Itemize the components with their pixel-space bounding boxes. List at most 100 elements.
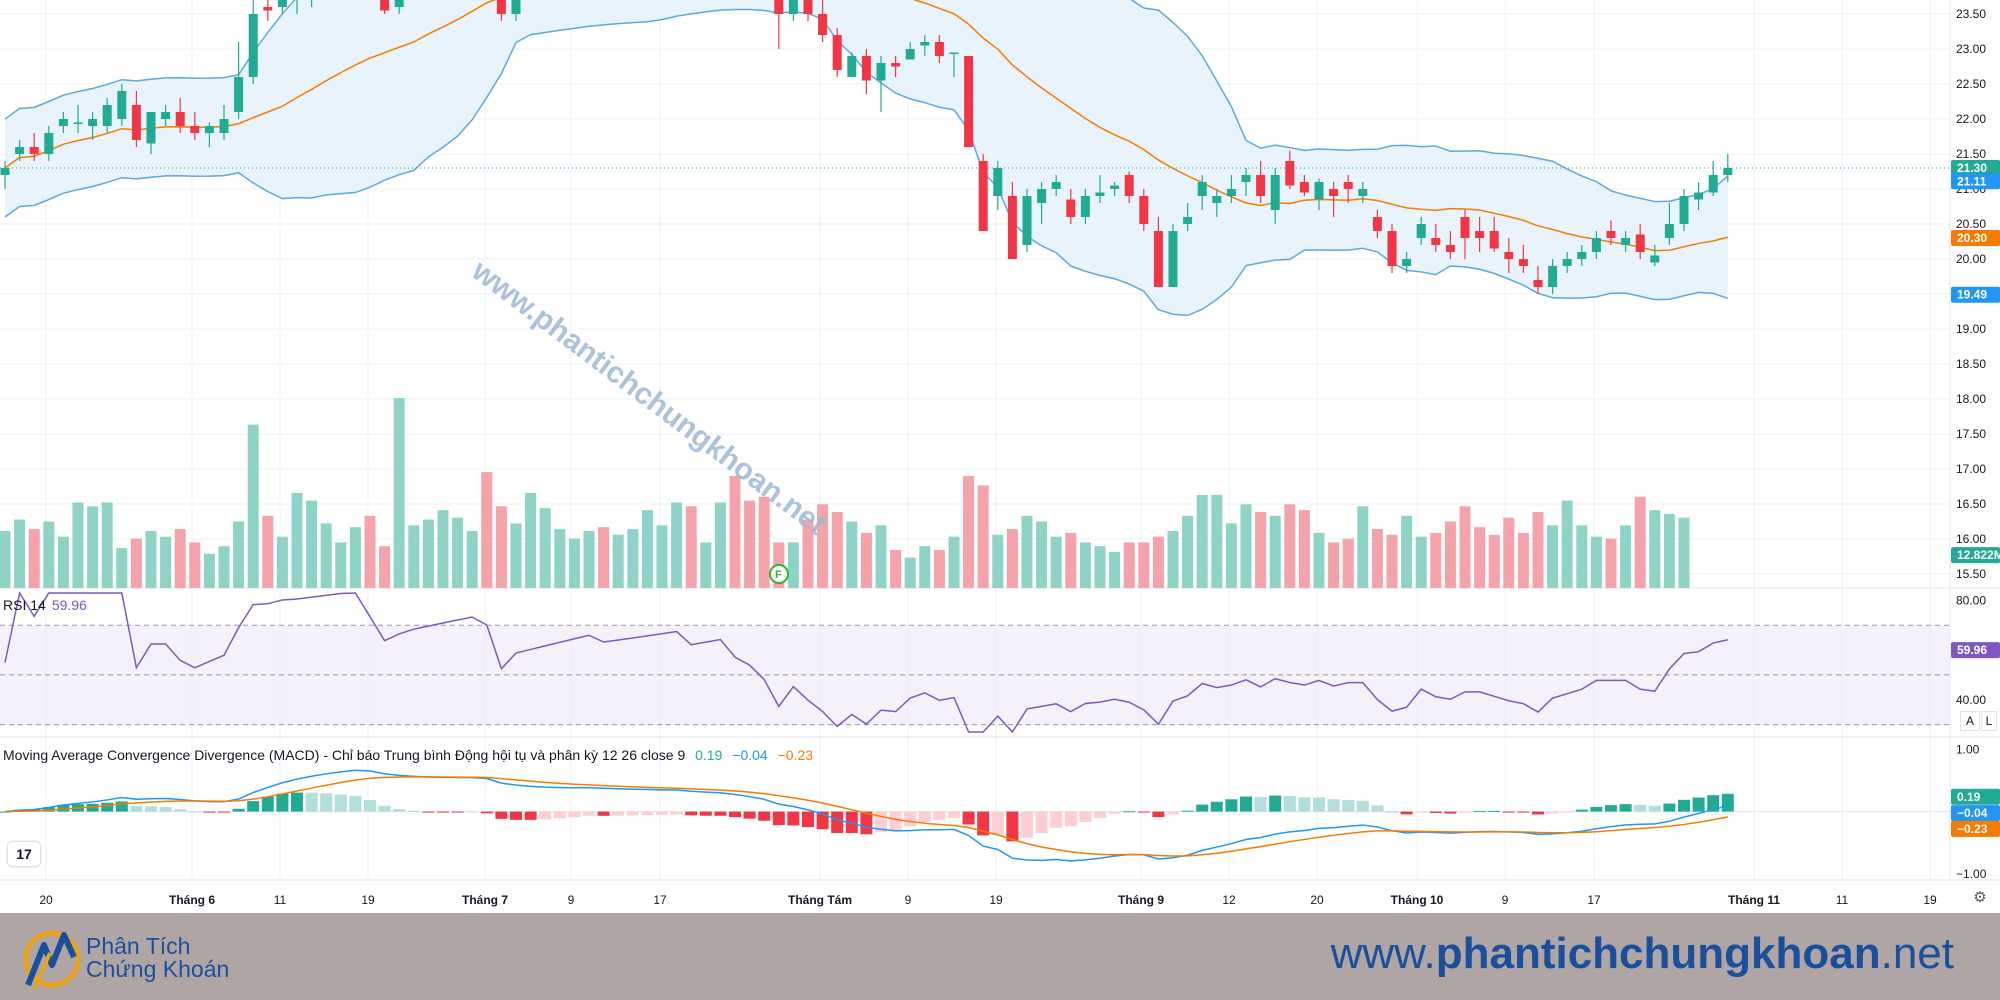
candle-body (1460, 217, 1470, 238)
macd-histogram-bar (510, 811, 522, 820)
macd-histogram-bar (174, 809, 187, 812)
price-tick-label: 16.00 (1956, 532, 1986, 546)
time-axis-label: 20 (1310, 893, 1324, 907)
macd-histogram-bar (1386, 811, 1398, 813)
macd-axis-badge (1951, 788, 2000, 805)
volume-bar (1036, 521, 1048, 588)
macd-histogram-bar (1502, 811, 1515, 813)
time-axis-label: 20 (39, 893, 53, 907)
volume-bar (1488, 534, 1500, 588)
macd-histogram-bar (772, 811, 785, 826)
candle-body (146, 112, 156, 144)
price-axis-badge (1951, 160, 2000, 176)
candle-body (1110, 185, 1120, 189)
price-tick-label: 23.00 (1956, 42, 1986, 56)
volume-bar (554, 529, 566, 588)
macd-histogram-bar (1356, 800, 1369, 812)
candle-body (1504, 252, 1514, 259)
price-axis-badge-text: 12.822M (1957, 548, 2000, 562)
candle-body (1548, 266, 1558, 287)
candle-body (161, 112, 171, 119)
candle-body (891, 63, 901, 67)
candle-body (876, 63, 886, 81)
macd-histogram-bar (1473, 811, 1486, 813)
macd-histogram-bar (115, 801, 128, 812)
time-axis-label: 9 (905, 893, 912, 907)
price-tick-label: 20.50 (1956, 217, 1986, 231)
macd-histogram-bar (904, 811, 917, 827)
macd-histogram-bar (1035, 811, 1048, 833)
price-axis-badge (1951, 173, 2000, 190)
candle-body (1314, 182, 1324, 200)
rsi-tick-label: 80.00 (1956, 593, 1986, 607)
volume-bar (948, 536, 960, 588)
price-tick-label: 20.00 (1956, 252, 1986, 266)
macd-histogram-bar (1444, 811, 1457, 814)
volume-bar (977, 485, 989, 588)
candle-body (1256, 175, 1266, 196)
macd-histogram-bar (1313, 797, 1325, 812)
macd-histogram-bar (1371, 805, 1384, 812)
macd-histogram-bar (378, 805, 391, 812)
auto-scale-button[interactable]: A (1960, 711, 1980, 731)
settings-gear-icon[interactable]: ⚙ (1973, 889, 1987, 906)
macd-histogram-bar (568, 811, 581, 818)
volume-bar (1517, 532, 1529, 588)
volume-bar (1313, 532, 1325, 588)
price-tick-label: 19.00 (1956, 322, 1986, 336)
price-tick-label: 18.00 (1956, 392, 1986, 406)
rsi-value: 59.96 (51, 597, 87, 613)
macd-histogram-bar (1152, 811, 1165, 818)
macd-histogram-bar (188, 811, 201, 813)
candle-body (818, 14, 828, 35)
price-tick-label: 17.50 (1956, 427, 1986, 441)
price-chart[interactable]: 23.5023.0022.5022.0021.5021.0020.5020.00… (0, 0, 2000, 913)
volume-bar (364, 515, 376, 588)
candle-body (1168, 231, 1178, 287)
volume-bar (1474, 527, 1486, 588)
macd-histogram-bar (626, 811, 639, 816)
site-url[interactable]: www.phantichchungkhoan.net (1331, 931, 1954, 977)
macd-histogram-bar (1546, 811, 1559, 814)
volume-bar (1211, 494, 1223, 588)
macd-histogram-bar (495, 811, 508, 819)
candle-body (380, 0, 390, 11)
volume-bar (1503, 517, 1515, 588)
time-axis-label: Tháng 9 (1118, 893, 1164, 907)
rsi-line (4, 590, 1728, 734)
macd-histogram-bar (334, 794, 347, 812)
macd-histogram-bar (1707, 795, 1720, 812)
macd-histogram-bar (1342, 800, 1355, 812)
volume-bar (685, 506, 697, 588)
candle-body (861, 56, 871, 81)
macd-histogram-bar (1064, 811, 1077, 827)
macd-histogram-bar (364, 799, 376, 812)
macd-histogram-bar (641, 811, 654, 816)
macd-histogram-bar (1488, 811, 1501, 813)
volume-bar (1050, 536, 1062, 588)
brand-name: Phân Tích Chứng Khoán (86, 935, 229, 981)
log-scale-button[interactable]: L (1981, 711, 1997, 731)
volume-bar (422, 519, 434, 588)
volume-bar (1386, 534, 1398, 588)
candle-body (803, 0, 813, 14)
macd-histogram-bar (948, 811, 960, 818)
volume-bar (218, 546, 230, 588)
macd-histogram-bar (1283, 796, 1296, 812)
volume-bar (1328, 542, 1340, 588)
volume-bar (729, 475, 741, 588)
candle-body (774, 0, 784, 14)
macd-histogram-bar (991, 811, 1004, 835)
candle-body (934, 42, 944, 56)
candle-body (905, 49, 915, 60)
macd-histogram-bar (42, 807, 55, 812)
moving-average-line (4, 0, 1728, 252)
price-axis-badge-text: 21.11 (1957, 174, 1987, 188)
candle-body (102, 105, 112, 126)
macd-histogram-bar (962, 811, 975, 825)
macd-line (4, 769, 1728, 862)
volume-bar (1167, 531, 1179, 588)
time-axis-label: 11 (1836, 893, 1849, 907)
candle-body (29, 147, 39, 154)
macd-histogram-bar (1298, 797, 1311, 812)
